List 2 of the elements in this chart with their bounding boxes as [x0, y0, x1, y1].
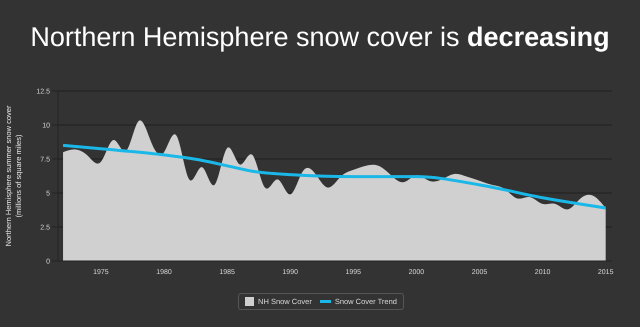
line-series	[62, 144, 608, 210]
chart-title: Northern Hemisphere snow cover is decreasing	[29, 22, 611, 53]
